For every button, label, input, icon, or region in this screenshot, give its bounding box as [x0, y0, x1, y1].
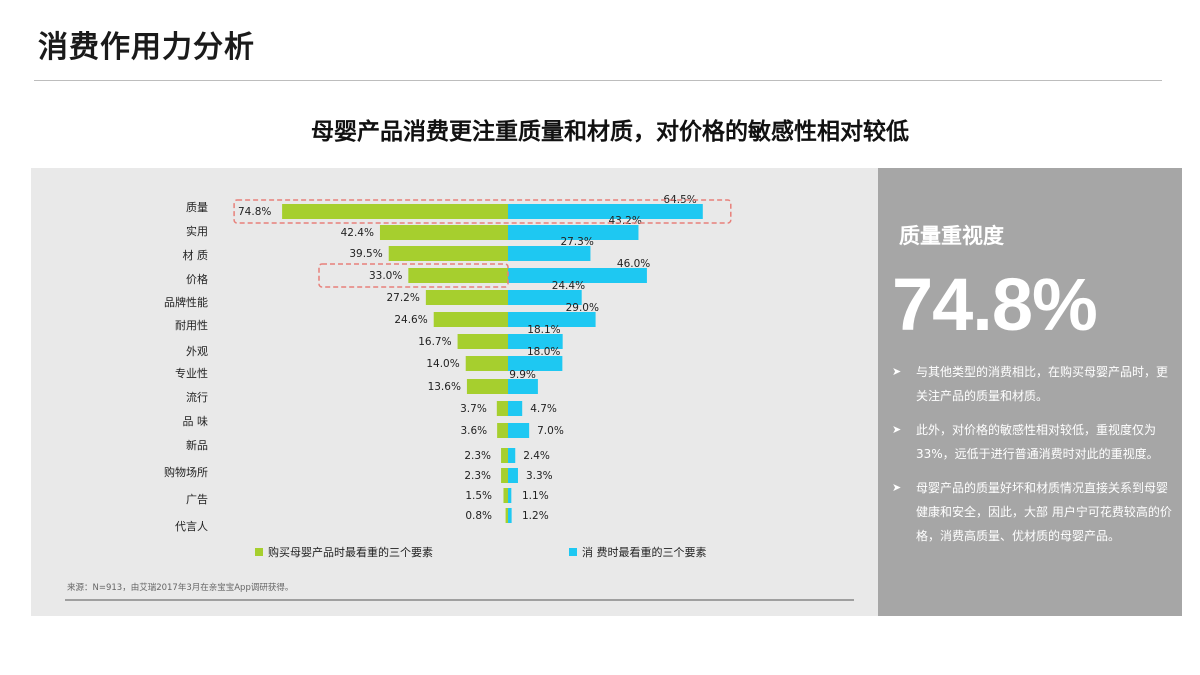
value-label-left: 24.6%	[394, 314, 427, 326]
summary-bullet: ➤ 此外，对价格的敏感性相对较低，重视度仅为 33%，远低于进行普通消费时对此的…	[890, 418, 1175, 466]
summary-bullet: ➤ 母婴产品的质量好坏和材质情况直接关系到母婴健康和安全，因此，大部 用户宁可花…	[890, 476, 1175, 548]
value-label-left: 1.5%	[465, 490, 492, 502]
category-label: 新品	[186, 438, 208, 452]
summary-big-value: 74.8%	[892, 263, 1098, 346]
value-label-left: 2.3%	[464, 470, 491, 482]
chevron-right-icon: ➤	[892, 481, 902, 494]
bar-right	[508, 401, 523, 416]
category-label: 专业性	[175, 366, 208, 380]
category-label: 质量	[186, 201, 208, 214]
value-label-right: 18.1%	[527, 324, 560, 336]
value-label-left: 14.0%	[426, 358, 459, 370]
bar-right	[508, 290, 582, 305]
bar-left	[425, 290, 508, 305]
summary-heading: 质量重视度	[899, 224, 1004, 248]
value-label-left: 27.2%	[386, 292, 419, 304]
title-divider	[34, 80, 1162, 81]
source-note: 来源：N=913，由艾瑞2017年3月在亲宝宝App调研获得。	[67, 582, 293, 593]
value-label-left: 16.7%	[418, 336, 451, 348]
value-label-left: 13.6%	[428, 381, 461, 393]
category-label: 材 质	[183, 248, 209, 262]
bar-right	[508, 225, 639, 240]
summary-bullet-text: 此外，对价格的敏感性相对较低，重视度仅为 33%，远低于进行普通消费时对此的重视…	[916, 423, 1159, 461]
bar-left	[408, 268, 508, 283]
bar-left	[501, 448, 508, 463]
value-label-right: 7.0%	[537, 425, 564, 437]
category-label: 外观	[186, 345, 208, 358]
value-label-left: 39.5%	[349, 248, 382, 260]
legend-swatch-right	[569, 548, 577, 556]
highlight-box-price	[318, 263, 509, 288]
value-label-left: 74.8%	[238, 206, 271, 218]
category-label: 购物场所	[164, 465, 208, 479]
bar-left	[465, 356, 508, 371]
value-label-left: 2.3%	[464, 450, 491, 462]
legend-label-left: 购买母婴产品时最看重的三个要素	[268, 545, 433, 559]
chevron-right-icon: ➤	[892, 423, 902, 436]
summary-bullet-text: 母婴产品的质量好坏和材质情况直接关系到母婴健康和安全，因此，大部 用户宁可花费较…	[916, 481, 1172, 543]
bar-right	[508, 379, 538, 394]
category-label: 品 味	[183, 415, 209, 428]
summary-bullet-text: 与其他类型的消费相比，在购买母婴产品时，更关注产品的质量和材质。	[916, 365, 1169, 403]
summary-bullets: ➤ 与其他类型的消费相比，在购买母婴产品时，更关注产品的质量和材质。 ➤ 此外，…	[890, 360, 1175, 558]
value-label-right: 18.0%	[527, 346, 560, 358]
bar-left	[497, 423, 508, 438]
value-label-left: 3.6%	[460, 425, 487, 437]
value-label-right: 2.4%	[523, 450, 550, 462]
page-title: 消费作用力分析	[38, 30, 255, 65]
category-label: 实用	[186, 224, 208, 238]
value-label-right: 24.4%	[552, 280, 585, 292]
bar-left	[503, 488, 508, 503]
bar-right	[508, 312, 596, 327]
value-label-right: 1.2%	[522, 510, 549, 522]
bar-right	[508, 204, 703, 219]
bar-right	[508, 246, 591, 261]
bar-right	[508, 468, 518, 483]
bar-right	[508, 268, 647, 283]
summary-panel: 质量重视度 74.8% ➤ 与其他类型的消费相比，在购买母婴产品时，更关注产品的…	[878, 168, 1182, 616]
value-label-right: 43.2%	[608, 215, 641, 227]
bar-left	[501, 468, 508, 483]
value-label-right: 4.7%	[530, 403, 557, 415]
bar-left	[457, 334, 508, 349]
value-label-right: 9.9%	[509, 369, 536, 381]
chevron-right-icon: ➤	[892, 365, 902, 378]
bar-left	[388, 246, 508, 261]
value-label-left: 42.4%	[341, 227, 374, 239]
value-label-left: 3.7%	[460, 403, 487, 415]
bar-left	[379, 225, 508, 240]
legend-label-right: 消 费时最看重的三个要素	[582, 545, 707, 559]
value-label-right: 46.0%	[617, 258, 650, 270]
value-label-right: 3.3%	[526, 470, 553, 482]
bar-left	[282, 204, 508, 219]
value-label-right: 29.0%	[566, 302, 599, 314]
value-label-left: 0.8%	[465, 510, 492, 522]
highlight-box-quality	[233, 199, 732, 224]
headline: 母婴产品消费更注重质量和材质，对价格的敏感性相对较低	[311, 119, 909, 145]
bar-right	[508, 356, 563, 371]
category-label: 代言人	[175, 520, 208, 533]
bar-right	[508, 423, 530, 438]
chart-panel: 质量实用材 质价格品牌性能耐用性外观专业性流行品 味新品购物场所广告代言人 74.…	[31, 168, 878, 616]
bar-right	[508, 334, 563, 349]
legend-swatch-left	[255, 548, 263, 556]
summary-bullet: ➤ 与其他类型的消费相比，在购买母婴产品时，更关注产品的质量和材质。	[890, 360, 1175, 408]
bar-left	[466, 379, 508, 394]
bar-right	[508, 448, 516, 463]
bar-left	[496, 401, 508, 416]
category-label: 价格	[186, 272, 208, 286]
category-label: 流行	[186, 390, 208, 404]
value-label-right: 1.1%	[522, 490, 549, 502]
category-label: 品牌性能	[164, 295, 208, 309]
value-label-left: 33.0%	[369, 270, 402, 282]
category-label: 广告	[186, 493, 208, 506]
bar-right	[508, 508, 512, 523]
bar-left	[433, 312, 508, 327]
bar-left	[505, 508, 508, 523]
bar-right	[508, 488, 512, 503]
value-label-right: 27.3%	[560, 236, 593, 248]
category-label: 耐用性	[175, 318, 208, 332]
